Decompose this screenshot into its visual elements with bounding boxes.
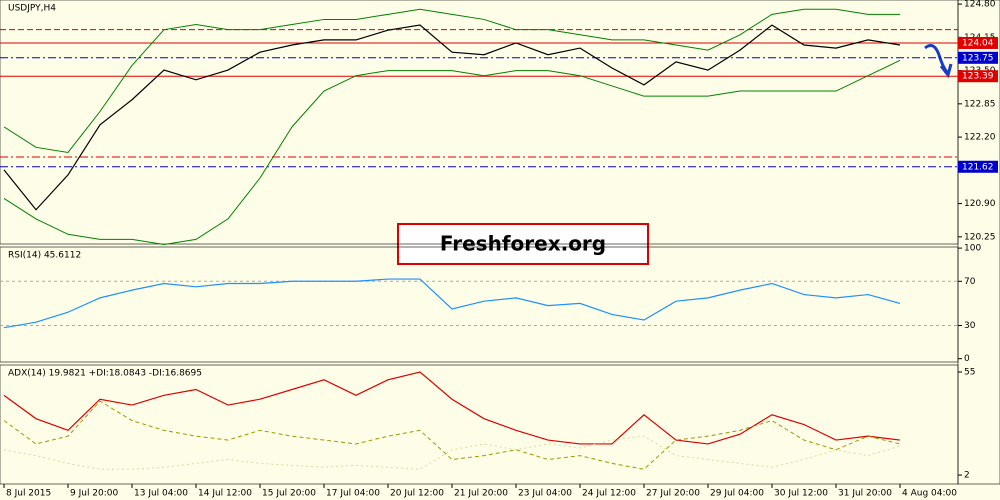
price-tag-label: 123.75	[962, 53, 994, 63]
x-tick-label: 23 Jul 04:00	[518, 489, 572, 499]
forecast-arrowhead	[939, 63, 953, 79]
x-tick-label: 30 Jul 12:00	[774, 489, 828, 499]
y-tick-label: 100	[964, 244, 981, 254]
panel-title: USDJPY,H4	[8, 4, 56, 14]
x-tick-label: 4 Aug 04:00	[902, 489, 957, 499]
y-tick-label: 122.85	[964, 99, 996, 109]
price-tag	[958, 36, 998, 49]
panel-title: ADX(14) 19.9821 +DI:18.0843 -DI:16.8695	[8, 369, 202, 379]
panel-frame	[0, 364, 959, 485]
x-tick-label: 13 Jul 04:00	[134, 489, 188, 499]
y-tick-label: 122.20	[964, 133, 996, 143]
y-tick-label: 124.80	[964, 0, 996, 10]
price-tag	[958, 51, 998, 64]
x-tick-label: 17 Jul 04:00	[326, 489, 380, 499]
series-line	[3, 278, 901, 329]
price-tag	[958, 160, 998, 173]
y-tick-label: 30	[964, 321, 976, 331]
series-line	[3, 371, 901, 445]
x-tick-label: 27 Jul 20:00	[646, 489, 700, 499]
price-tag-label: 124.04	[962, 38, 994, 48]
x-tick-label: 14 Jul 12:00	[198, 489, 252, 499]
x-tick-label: 20 Jul 12:00	[390, 489, 444, 499]
price-tag-label: 123.39	[962, 72, 994, 82]
y-tick-label: 0	[964, 354, 970, 364]
price-tag	[958, 70, 998, 83]
x-tick-label: 31 Jul 20:00	[838, 489, 892, 499]
x-tick-label: 15 Jul 20:00	[262, 489, 316, 499]
y-tick-label: 55	[964, 368, 975, 378]
series-line	[3, 24, 901, 211]
y-tick-label: 120.90	[964, 199, 996, 209]
watermark: Freshforex.org	[440, 232, 606, 256]
x-tick-label: 8 Jul 2015	[6, 489, 51, 499]
y-tick-label: 120.25	[964, 232, 996, 242]
series-line	[3, 8, 900, 153]
y-tick-label: 70	[964, 277, 976, 287]
y-tick-label: 2	[964, 471, 970, 481]
x-tick-label: 9 Jul 20:00	[70, 489, 119, 499]
series-line	[3, 435, 901, 470]
panel-frame	[0, 0, 959, 245]
panel-frame	[0, 246, 959, 363]
x-tick-label: 24 Jul 12:00	[582, 489, 636, 499]
series-line	[3, 59, 901, 246]
x-tick-label: 29 Jul 04:00	[710, 489, 764, 499]
x-tick-label: 21 Jul 20:00	[454, 489, 508, 499]
price-tag-label: 121.62	[962, 162, 994, 172]
panel-title: RSI(14) 45.6112	[8, 251, 81, 261]
